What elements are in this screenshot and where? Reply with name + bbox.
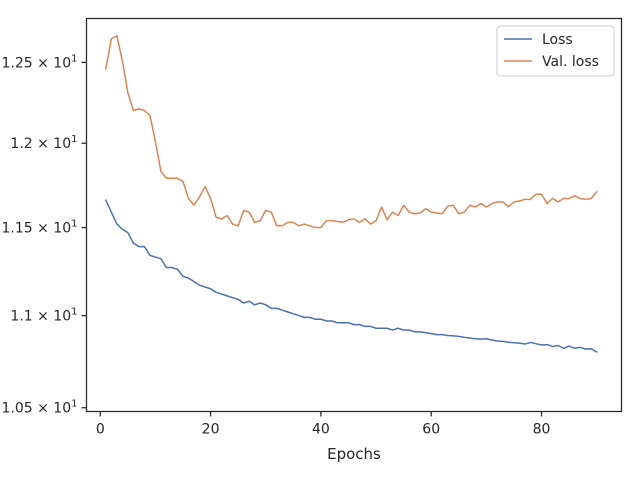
- y-tick-exponent: 1: [71, 53, 77, 64]
- x-tick-label: 80: [533, 422, 551, 438]
- legend: Loss Val. loss: [496, 25, 615, 77]
- y-tick-base: 1.25: [2, 55, 33, 71]
- legend-label: Val. loss: [542, 54, 599, 70]
- series-line-loss: [104, 199, 598, 353]
- y-tick-base: 1.05: [2, 401, 33, 417]
- x-axis-label: Epochs: [327, 445, 381, 463]
- series-group: [104, 34, 598, 353]
- y-tick-label: 1.05 × 101: [2, 399, 78, 417]
- y-tick-exponent: 1: [71, 307, 77, 318]
- y-tick-label: 1.25 × 101: [2, 53, 78, 71]
- x-tick-label: 0: [96, 422, 105, 438]
- y-tick-label: 1.15 × 101: [2, 219, 78, 237]
- series-line-val-loss: [104, 34, 598, 229]
- y-tick-base: 1.2: [10, 136, 32, 152]
- y-tick-label: 1.2 × 101: [10, 134, 77, 152]
- y-tick-exponent: 1: [71, 134, 77, 145]
- x-tick-label: 60: [422, 422, 440, 438]
- y-tick-times: × 10: [33, 221, 71, 237]
- y-tick-times: × 10: [33, 401, 71, 417]
- y-tick-base: 1.15: [2, 221, 33, 237]
- x-tick-label: 20: [202, 422, 220, 438]
- y-tick-times: × 10: [33, 136, 71, 152]
- x-tick-label: 40: [312, 422, 330, 438]
- x-tick-group: 0 20 40 60 80: [96, 411, 551, 438]
- y-tick-exponent: 1: [71, 399, 77, 410]
- y-tick-times: × 10: [33, 55, 71, 71]
- legend-label: Loss: [542, 32, 573, 48]
- y-tick-exponent: 1: [71, 219, 77, 230]
- y-tick-label: 1.1 × 101: [10, 307, 77, 325]
- y-tick-base: 1.1: [10, 309, 32, 325]
- plot-frame: [85, 17, 623, 413]
- y-tick-times: × 10: [33, 309, 71, 325]
